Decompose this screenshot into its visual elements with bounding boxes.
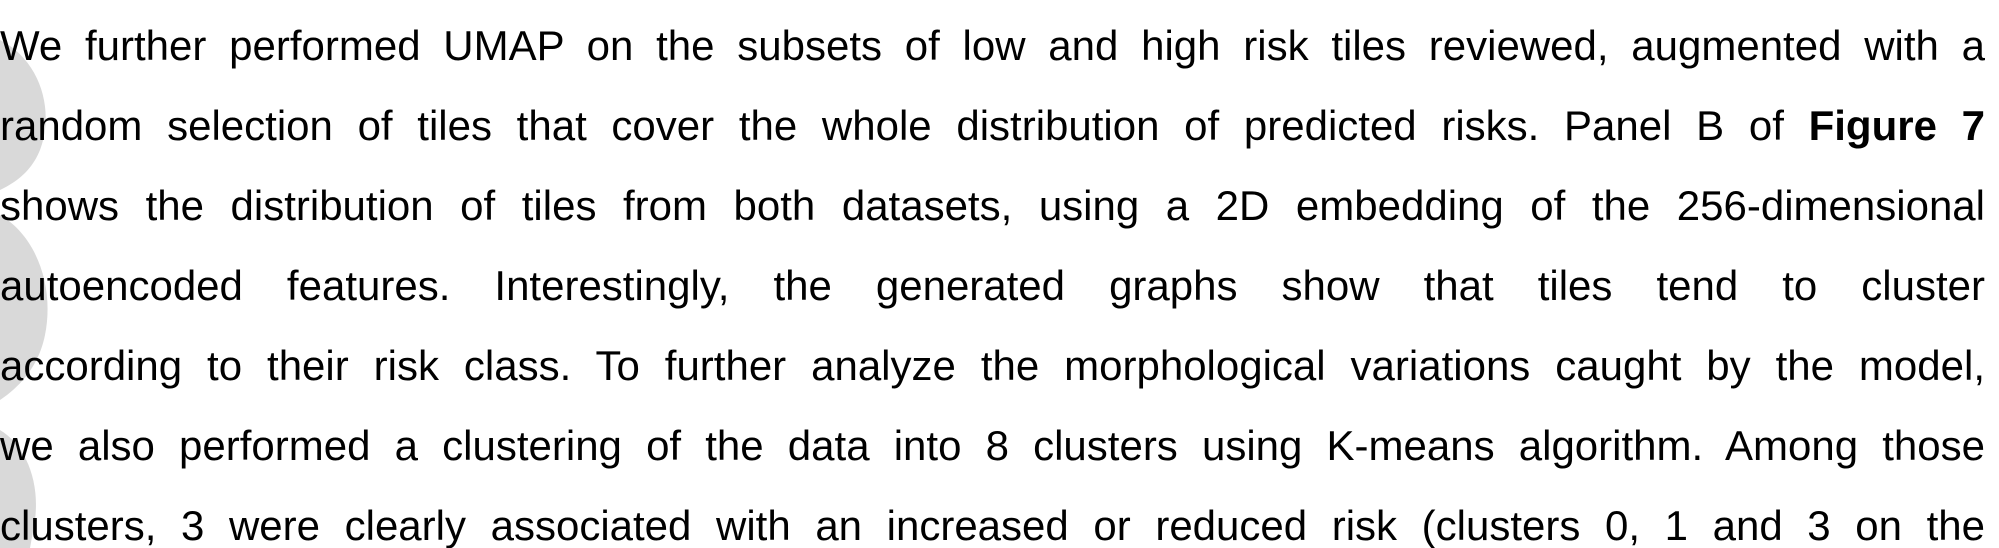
paragraph-line-6: we also performed a clustering of the da… <box>0 422 1985 469</box>
paragraph-line-5: according to their risk class. To furthe… <box>0 342 1985 389</box>
paragraph-line-1: We further performed UMAP on the subsets… <box>0 22 1985 69</box>
paragraph-line-2: random selection of tiles that cover the… <box>0 86 1985 166</box>
paragraph-line-3: shows the distribution of tiles from bot… <box>0 182 1985 229</box>
paragraph-line-4: autoencoded features. Interestingly, the… <box>0 262 1985 309</box>
paragraph-line-7: clusters, 3 were clearly associated with… <box>0 502 1985 548</box>
figure-reference: Figure 7 <box>1808 102 1985 149</box>
body-paragraph: We further performed UMAP on the subsets… <box>0 6 1985 548</box>
line-2-text: random selection of tiles that cover the… <box>0 102 1809 149</box>
